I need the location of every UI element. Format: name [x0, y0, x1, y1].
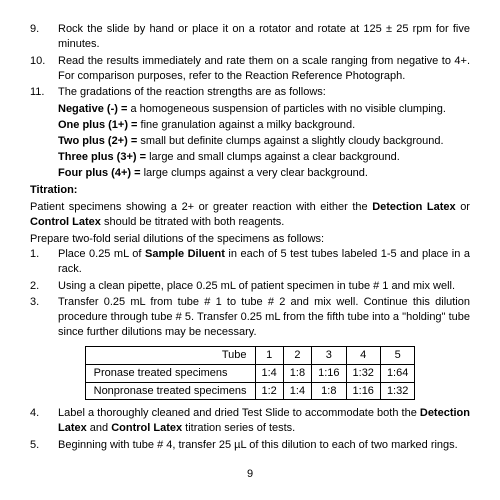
gradations-list: Negative (-) = a homogeneous suspension … [30, 102, 470, 180]
gradation-label: One plus (1+) = [58, 119, 141, 131]
item-number: 10. [30, 54, 58, 84]
gradation-label: Four plus (4+) = [58, 167, 144, 179]
table-cell: 1:32 [380, 382, 414, 400]
item-number: 11. [30, 85, 58, 100]
gradation-item: Two plus (2+) = small but definite clump… [58, 134, 470, 149]
table-row: Nonpronase treated specimens 1:2 1:4 1:8… [85, 382, 415, 400]
gradation-desc: a homogeneous suspension of particles wi… [130, 103, 446, 115]
page-number: 9 [30, 467, 470, 482]
list-item: 5. Beginning with tube # 4, transfer 25 … [30, 438, 470, 453]
titration-paragraph-2: Prepare two-fold serial dilutions of the… [30, 232, 470, 247]
text-bold: Control Latex [30, 216, 101, 228]
list-item: 2. Using a clean pipette, place 0.25 mL … [30, 279, 470, 294]
text-run: titration series of tests. [182, 422, 295, 434]
table-cell-label: Nonpronase treated specimens [85, 382, 255, 400]
table-header-row: Tube 1 2 3 4 5 [85, 346, 415, 364]
item-text: Read the results immediately and rate th… [58, 54, 470, 84]
table-cell: 1:2 [255, 382, 283, 400]
item-text: Transfer 0.25 mL from tube # 1 to tube #… [58, 295, 470, 340]
gradation-desc: large clumps against a very clear backgr… [144, 167, 368, 179]
table-cell: 1:4 [283, 382, 311, 400]
table-cell: 1:8 [312, 382, 346, 400]
item-number: 5. [30, 438, 58, 453]
table-header-cell: 5 [380, 346, 414, 364]
gradation-desc: fine granulation against a milky backgro… [141, 119, 356, 131]
list-item: 10. Read the results immediately and rat… [30, 54, 470, 84]
list-item: 11. The gradations of the reaction stren… [30, 85, 470, 100]
table-cell: 1:8 [283, 364, 311, 382]
text-run: Patient specimens showing a 2+ or greate… [30, 201, 372, 213]
item-text: Beginning with tube # 4, transfer 25 µL … [58, 438, 470, 453]
item-text: Using a clean pipette, place 0.25 mL of … [58, 279, 470, 294]
item-text: Label a thoroughly cleaned and dried Tes… [58, 406, 470, 436]
table-cell: 1:32 [346, 364, 380, 382]
table-cell: 1:4 [255, 364, 283, 382]
gradation-item: Four plus (4+) = large clumps against a … [58, 166, 470, 181]
text-run: Place 0.25 mL of [58, 248, 145, 260]
gradation-label: Two plus (2+) = [58, 135, 140, 147]
item-number: 1. [30, 247, 58, 277]
gradation-label: Three plus (3+) = [58, 151, 149, 163]
titration-paragraph-1: Patient specimens showing a 2+ or greate… [30, 200, 470, 230]
text-run: Label a thoroughly cleaned and dried Tes… [58, 407, 420, 419]
item-number: 9. [30, 22, 58, 52]
text-bold: Detection Latex [372, 201, 455, 213]
table-cell: 1:16 [312, 364, 346, 382]
gradation-label: Negative (-) = [58, 103, 130, 115]
table-cell: 1:16 [346, 382, 380, 400]
table-header-cell: 3 [312, 346, 346, 364]
item-text: The gradations of the reaction strengths… [58, 85, 470, 100]
procedure-steps-a: 9. Rock the slide by hand or place it on… [30, 22, 470, 100]
list-item: 1. Place 0.25 mL of Sample Diluent in ea… [30, 247, 470, 277]
table-header-cell: 1 [255, 346, 283, 364]
list-item: 4. Label a thoroughly cleaned and dried … [30, 406, 470, 436]
table-cell-label: Pronase treated specimens [85, 364, 255, 382]
item-text: Place 0.25 mL of Sample Diluent in each … [58, 247, 470, 277]
gradation-item: Negative (-) = a homogeneous suspension … [58, 102, 470, 117]
table-header-cell: 2 [283, 346, 311, 364]
titration-heading: Titration: [30, 183, 470, 198]
item-text: Rock the slide by hand or place it on a … [58, 22, 470, 52]
table-cell: 1:64 [380, 364, 414, 382]
gradation-desc: large and small clumps against a clear b… [149, 151, 400, 163]
gradation-item: One plus (1+) = fine granulation against… [58, 118, 470, 133]
text-bold: Sample Diluent [145, 248, 225, 260]
text-run: and [87, 422, 111, 434]
text-bold: Control Latex [111, 422, 182, 434]
text-run: or [456, 201, 470, 213]
table-header-cell: Tube [85, 346, 255, 364]
list-item: 9. Rock the slide by hand or place it on… [30, 22, 470, 52]
gradation-item: Three plus (3+) = large and small clumps… [58, 150, 470, 165]
table-row: Pronase treated specimens 1:4 1:8 1:16 1… [85, 364, 415, 382]
item-number: 3. [30, 295, 58, 340]
table-header-cell: 4 [346, 346, 380, 364]
titration-steps-c: 4. Label a thoroughly cleaned and dried … [30, 406, 470, 453]
list-item: 3. Transfer 0.25 mL from tube # 1 to tub… [30, 295, 470, 340]
dilution-table: Tube 1 2 3 4 5 Pronase treated specimens… [85, 346, 416, 401]
item-number: 2. [30, 279, 58, 294]
titration-steps-b: 1. Place 0.25 mL of Sample Diluent in ea… [30, 247, 470, 340]
item-number: 4. [30, 406, 58, 436]
gradation-desc: small but definite clumps against a slig… [140, 135, 443, 147]
text-run: should be titrated with both reagents. [101, 216, 284, 228]
